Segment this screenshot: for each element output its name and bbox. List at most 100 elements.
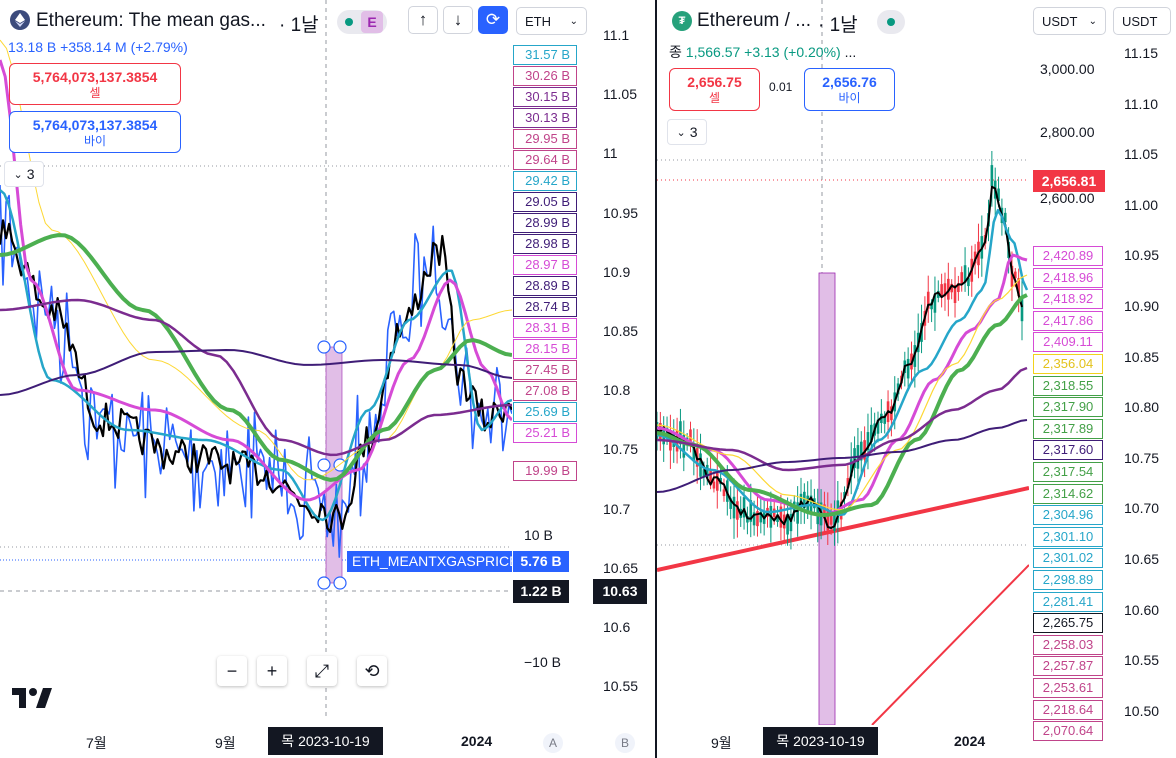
candle-body bbox=[749, 500, 753, 522]
close-value: 1,566.57 bbox=[685, 44, 741, 60]
right-sell-value: 2,656.75 bbox=[687, 74, 742, 90]
right-scale-tick: 10.90 bbox=[1124, 298, 1160, 314]
price-scale-a[interactable]: 31.57 B 30.26 B 30.15 B 30.13 B 29.95 B 29.64… bbox=[513, 0, 577, 720]
usdt-price-label: 2,070.64 bbox=[1033, 721, 1103, 742]
arrow-down-button[interactable]: ↓ bbox=[443, 6, 473, 34]
right-currency-select-2[interactable]: USDT bbox=[1113, 7, 1171, 35]
scale-b-tick: 11.05 bbox=[603, 86, 637, 103]
price-scale-usdt[interactable]: 2,420.89 2,418.96 2,418.92 2,417.86 2,409.11… bbox=[1033, 0, 1105, 742]
usdt-price-label: 2,409.11 bbox=[1033, 332, 1103, 353]
right-scale-tick: 10.65 bbox=[1124, 551, 1160, 567]
usdt-price-label: 2,318.55 bbox=[1033, 375, 1103, 396]
arrow-up-icon: ↑ bbox=[418, 10, 428, 29]
arrow-up-button[interactable]: ↑ bbox=[408, 6, 438, 34]
left-sell-button[interactable]: 5,764,073,137.3854 셀 bbox=[9, 63, 181, 105]
right-buy-value: 2,656.76 bbox=[822, 74, 877, 90]
scale-a-label: 28.99 B bbox=[513, 213, 577, 233]
dark-purple-ma-line bbox=[0, 349, 512, 396]
reset-icon: ⟲ bbox=[364, 660, 380, 681]
fullscreen-button[interactable]: ⤢ bbox=[307, 656, 337, 686]
right-symbol-title[interactable]: Ethereum / ... bbox=[697, 10, 812, 31]
left-buy-button[interactable]: 5,764,073,137.3854 바이 bbox=[9, 111, 181, 153]
right-plot-area[interactable] bbox=[657, 0, 1029, 725]
left-currency-select[interactable]: ETH ⌄ bbox=[516, 7, 587, 35]
right-currency-select-1[interactable]: USDT ⌄ bbox=[1033, 7, 1106, 35]
candle-body bbox=[950, 283, 953, 293]
right-scale-tick: 10.75 bbox=[1124, 449, 1160, 466]
candle-body bbox=[732, 496, 736, 519]
right-x-label-2024: 2024 bbox=[954, 733, 986, 749]
candle-body bbox=[933, 294, 937, 313]
range-handle bbox=[333, 576, 347, 590]
price-scale-right[interactable]: 11.15 11.10 11.05 11.00 10.95 10.90 10.85 10.80… bbox=[1113, 0, 1176, 725]
left-symbol-title[interactable]: Ethereum: The mean gas... bbox=[36, 10, 266, 31]
scale-b-tick: 10.9 bbox=[603, 263, 631, 280]
right-scale-tick: 10.95 bbox=[1124, 247, 1160, 264]
usdt-price-label: 2,356.04 bbox=[1033, 354, 1103, 374]
right-sell-button[interactable]: 2,656.75 셀 bbox=[669, 68, 760, 111]
price-scale-b[interactable]: 11.1 11.05 11 10.95 10.9 10.85 10.8 10.75 10.7 10… bbox=[593, 0, 655, 720]
candle-body bbox=[963, 265, 967, 283]
usdt-price-label: 2,418.92 bbox=[1033, 289, 1103, 310]
left-chart-pane[interactable]: Ethereum: The mean gas... · 1날 E ↑ ↓ ⟳ E… bbox=[0, 0, 657, 758]
scale-b-tick: 10.6 bbox=[603, 619, 631, 635]
zoom-in-button[interactable]: + bbox=[257, 656, 287, 686]
reset-chart-button[interactable]: ⟲ bbox=[357, 656, 387, 686]
ethereum-logo-icon bbox=[10, 10, 30, 30]
candle-body bbox=[786, 514, 789, 535]
crosshair-value-a: 1.22 B bbox=[513, 580, 569, 603]
right-scale-tick: 10.60 bbox=[1124, 601, 1160, 618]
usdt-price-label: 2,265.75 bbox=[1033, 613, 1103, 634]
axis-a-toggle[interactable]: A bbox=[543, 733, 563, 753]
scale-a-label: 30.15 B bbox=[513, 87, 577, 107]
candle-body bbox=[722, 489, 726, 497]
scale-b-tick: 10.85 bbox=[603, 323, 639, 339]
right-scale-tick: 10.70 bbox=[1124, 500, 1160, 517]
axis-b-toggle[interactable]: B bbox=[615, 733, 635, 753]
price-tick-3000: 3,000.00 bbox=[1040, 61, 1095, 77]
last-price-badge: 2,656.81 bbox=[1033, 170, 1105, 192]
candle-body bbox=[736, 501, 739, 520]
left-plot-area[interactable] bbox=[0, 0, 512, 720]
candle-body bbox=[960, 272, 964, 284]
minus-icon: − bbox=[226, 660, 238, 681]
right-currency-value-2: USDT bbox=[1122, 13, 1158, 29]
left-currency-value: ETH bbox=[525, 13, 551, 29]
zoom-out-button[interactable]: − bbox=[217, 656, 247, 686]
right-status-chip[interactable] bbox=[877, 10, 905, 34]
scale-a-label: 28.15 B bbox=[513, 339, 577, 359]
right-indicators-toggle[interactable]: ⌄ 3 bbox=[667, 119, 707, 145]
red-trend-line-thin bbox=[871, 564, 1029, 725]
candle-body bbox=[826, 509, 830, 531]
right-chart-pane[interactable]: ₮ Ethereum / ... · 1날 USDT ⌄ USDT 종 1,56… bbox=[657, 0, 1176, 758]
scale-a-label: 28.74 B bbox=[513, 297, 577, 317]
x-label-sep: 9월 bbox=[215, 735, 236, 751]
left-indicators-toggle[interactable]: ⌄ 3 bbox=[4, 161, 44, 187]
cyan-ma-line bbox=[0, 189, 512, 522]
right-buy-button[interactable]: 2,656.76 바이 bbox=[804, 68, 895, 111]
usdt-price-label: 2,317.60 bbox=[1033, 440, 1103, 461]
right-close-line: 종 1,566.57 +3.13 (+0.20%) ... bbox=[669, 42, 856, 62]
scale-a-tick-neg10b: −10 B bbox=[524, 654, 561, 670]
left-compare-chip[interactable]: E bbox=[337, 10, 387, 34]
swap-button[interactable]: ⟳ bbox=[478, 6, 508, 34]
usdt-price-label: 2,317.54 bbox=[1033, 462, 1103, 482]
right-interval[interactable]: · 1날 bbox=[818, 15, 858, 36]
candle-body bbox=[1014, 271, 1017, 279]
right-indicator-count: 3 bbox=[689, 124, 698, 140]
compare-symbol-badge: E bbox=[361, 11, 383, 33]
candle-body bbox=[957, 283, 960, 293]
left-interval[interactable]: · 1날 bbox=[279, 15, 319, 36]
range-handle bbox=[317, 458, 331, 472]
scale-a-label: 30.13 B bbox=[513, 108, 577, 128]
right-sell-label: 셀 bbox=[708, 91, 721, 105]
candle-body bbox=[729, 498, 732, 509]
scale-b-tick: 10.95 bbox=[603, 204, 639, 221]
green-ma-line bbox=[657, 293, 1028, 517]
right-currency-value-1: USDT bbox=[1042, 13, 1078, 29]
x-label-jul: 7월 bbox=[86, 735, 107, 751]
chevron-down-icon: ⌄ bbox=[569, 15, 578, 27]
scale-a-label: 27.45 B bbox=[513, 360, 577, 380]
candle-body bbox=[990, 165, 994, 187]
scale-a-label: 25.69 B bbox=[513, 402, 577, 422]
